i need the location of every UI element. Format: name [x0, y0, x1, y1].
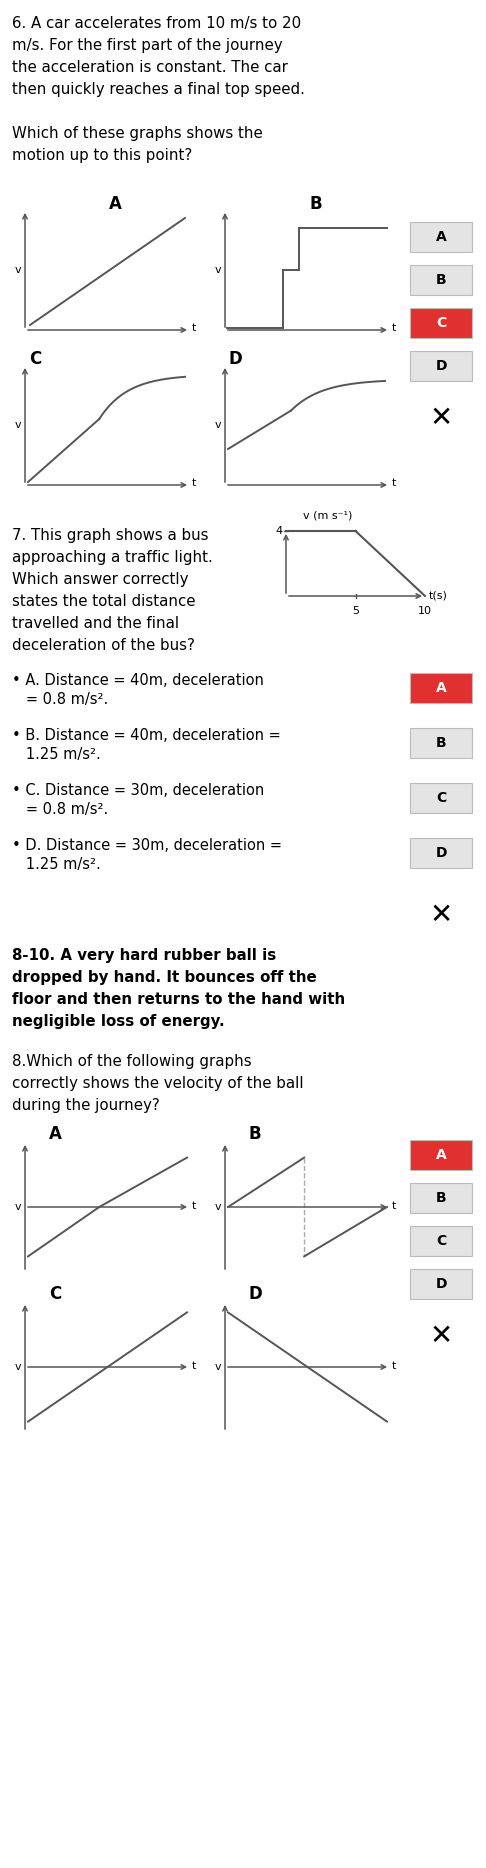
Text: t: t	[392, 1362, 397, 1371]
Text: A: A	[109, 194, 122, 213]
Text: A: A	[435, 682, 446, 695]
Text: D: D	[248, 1285, 262, 1304]
Text: B: B	[249, 1125, 261, 1143]
Text: ✕: ✕	[429, 900, 452, 928]
Text: 4: 4	[276, 527, 283, 536]
Text: 1.25 m/s².: 1.25 m/s².	[12, 857, 101, 872]
Text: v: v	[15, 265, 21, 275]
Text: 10: 10	[418, 605, 432, 616]
Text: Which of these graphs shows the: Which of these graphs shows the	[12, 125, 263, 140]
Bar	[410, 672, 472, 702]
Text: t: t	[392, 478, 397, 488]
Text: ✕: ✕	[429, 403, 452, 432]
Text: A: A	[435, 230, 446, 245]
Bar	[410, 839, 472, 869]
Text: D: D	[435, 359, 447, 374]
Bar	[410, 1225, 472, 1255]
Text: D: D	[435, 1278, 447, 1291]
Text: v: v	[214, 265, 221, 275]
Text: deceleration of the bus?: deceleration of the bus?	[12, 639, 195, 654]
Text: m/s. For the first part of the journey: m/s. For the first part of the journey	[12, 37, 283, 52]
Text: t(s): t(s)	[429, 590, 448, 601]
Bar	[410, 308, 472, 338]
Text: approaching a traffic light.: approaching a traffic light.	[12, 549, 213, 564]
Text: D: D	[228, 349, 242, 368]
Text: t: t	[392, 323, 397, 333]
Text: the acceleration is constant. The car: the acceleration is constant. The car	[12, 60, 288, 75]
Text: • A. Distance = 40m, deceleration: • A. Distance = 40m, deceleration	[12, 672, 264, 687]
Bar	[410, 729, 472, 758]
Text: = 0.8 m/s².: = 0.8 m/s².	[12, 801, 108, 816]
Text: v: v	[214, 420, 221, 430]
Text: during the journey?: during the journey?	[12, 1098, 160, 1113]
Text: 1.25 m/s².: 1.25 m/s².	[12, 747, 101, 762]
Text: motion up to this point?: motion up to this point?	[12, 148, 192, 163]
Text: • C. Distance = 30m, deceleration: • C. Distance = 30m, deceleration	[12, 783, 264, 798]
Text: t: t	[192, 478, 196, 488]
Text: = 0.8 m/s².: = 0.8 m/s².	[12, 691, 108, 706]
Text: B: B	[435, 736, 446, 749]
Bar	[410, 351, 472, 381]
Text: t: t	[392, 1201, 397, 1210]
Bar	[410, 1268, 472, 1298]
Text: negligible loss of energy.: negligible loss of energy.	[12, 1014, 225, 1029]
Text: dropped by hand. It bounces off the: dropped by hand. It bounces off the	[12, 969, 317, 984]
Text: A: A	[49, 1125, 61, 1143]
Text: C: C	[29, 349, 41, 368]
Text: 7. This graph shows a bus: 7. This graph shows a bus	[12, 529, 208, 544]
Text: t: t	[192, 1201, 196, 1210]
Text: v (m s⁻¹): v (m s⁻¹)	[303, 512, 352, 521]
Text: • D. Distance = 30m, deceleration =: • D. Distance = 30m, deceleration =	[12, 839, 282, 854]
Text: C: C	[436, 316, 446, 331]
Text: 6. A car accelerates from 10 m/s to 20: 6. A car accelerates from 10 m/s to 20	[12, 17, 301, 32]
Text: C: C	[436, 1235, 446, 1248]
Text: B: B	[435, 273, 446, 288]
Bar	[410, 783, 472, 813]
Text: ✕: ✕	[429, 1323, 452, 1351]
Text: v: v	[15, 1362, 21, 1371]
Text: then quickly reaches a final top speed.: then quickly reaches a final top speed.	[12, 82, 305, 97]
Text: C: C	[49, 1285, 61, 1304]
Text: correctly shows the velocity of the ball: correctly shows the velocity of the ball	[12, 1076, 304, 1091]
Text: B: B	[435, 1192, 446, 1205]
Text: 5: 5	[352, 605, 359, 616]
Text: v: v	[214, 1201, 221, 1212]
Text: Which answer correctly: Which answer correctly	[12, 572, 189, 587]
Text: C: C	[436, 790, 446, 805]
Text: floor and then returns to the hand with: floor and then returns to the hand with	[12, 992, 345, 1007]
Text: 8-10. A very hard rubber ball is: 8-10. A very hard rubber ball is	[12, 947, 276, 964]
Bar	[410, 1139, 472, 1169]
Bar	[410, 1182, 472, 1212]
Text: 8.Which of the following graphs: 8.Which of the following graphs	[12, 1054, 252, 1068]
Bar	[410, 265, 472, 295]
Text: v: v	[15, 1201, 21, 1212]
Text: t: t	[192, 1362, 196, 1371]
Text: states the total distance: states the total distance	[12, 594, 195, 609]
Text: D: D	[435, 846, 447, 859]
Bar	[410, 222, 472, 252]
Text: travelled and the final: travelled and the final	[12, 616, 179, 631]
Text: • B. Distance = 40m, deceleration =: • B. Distance = 40m, deceleration =	[12, 729, 281, 743]
Text: B: B	[310, 194, 322, 213]
Text: v: v	[15, 420, 21, 430]
Text: A: A	[435, 1149, 446, 1162]
Text: v: v	[214, 1362, 221, 1371]
Text: t: t	[192, 323, 196, 333]
